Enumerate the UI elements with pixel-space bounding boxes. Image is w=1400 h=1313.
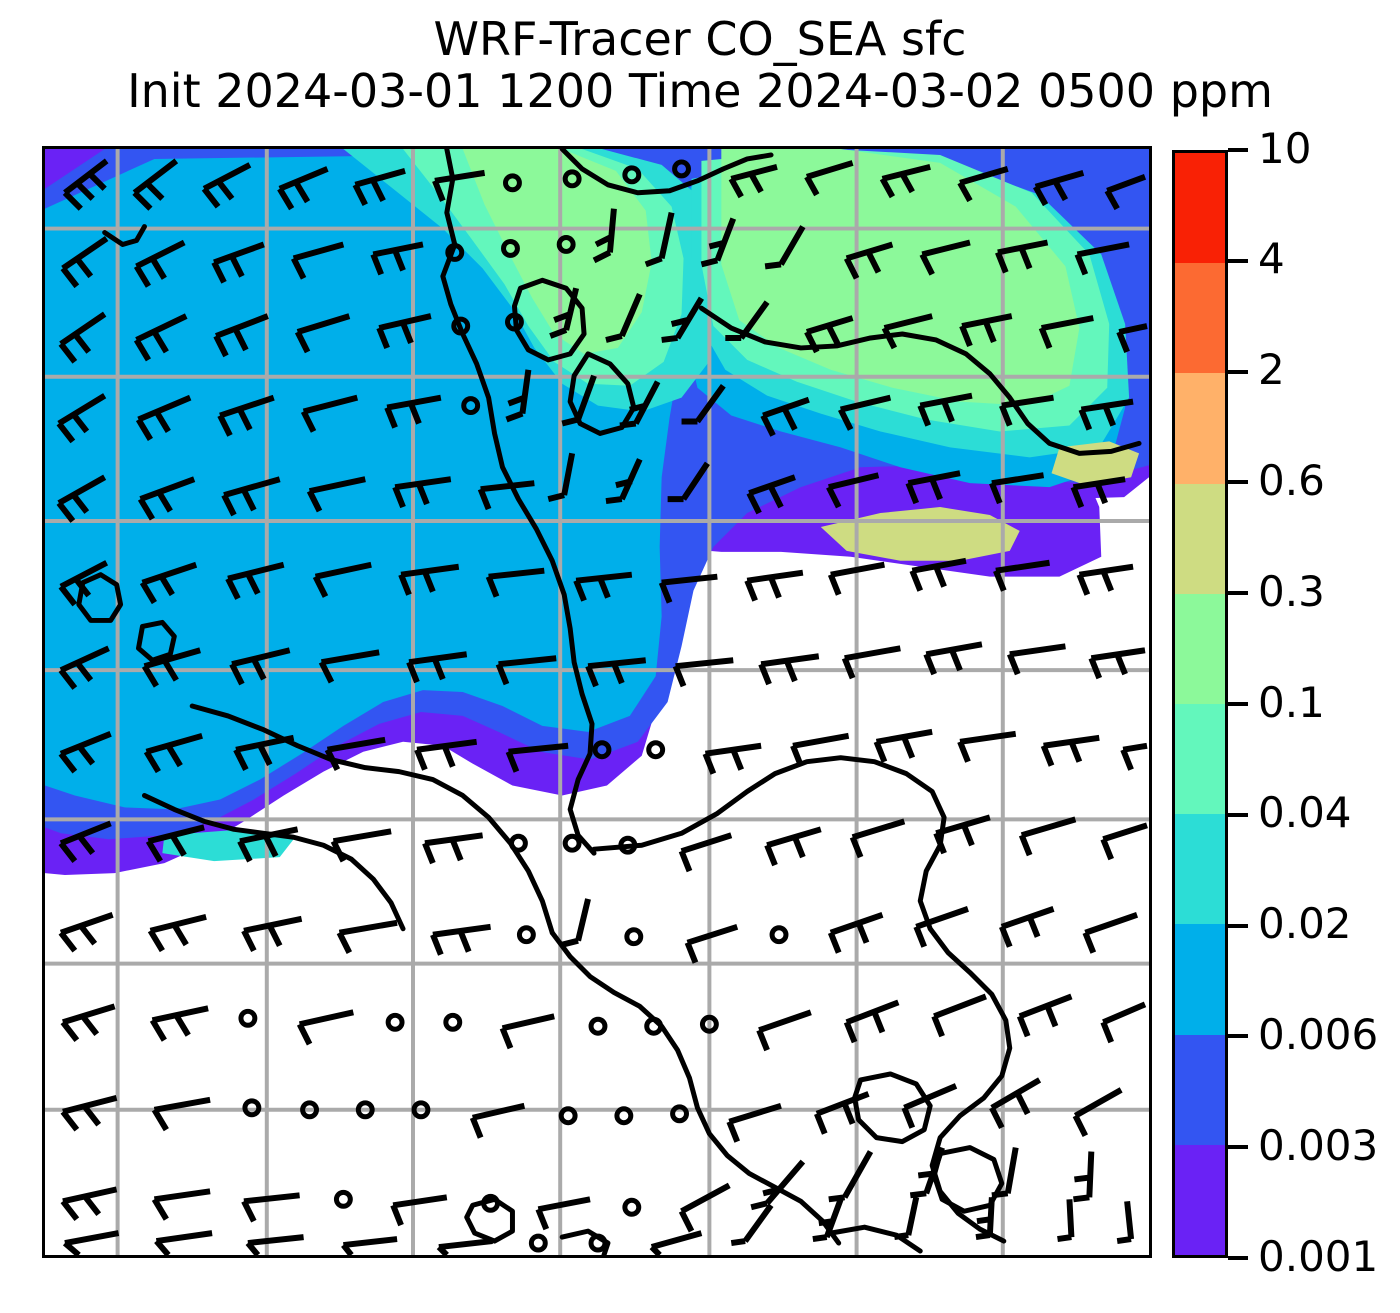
coastline-main-ns: [440, 149, 597, 856]
colorbar-tick-label: 10: [1258, 123, 1312, 173]
colorbar-tick-labels: 10 4 2 0.6 0.3 0.1 0.04 0.02 0.006 0.003 0.001: [1228, 124, 1398, 1281]
colorbar-band-1: [1175, 263, 1225, 374]
colorbar-band-8: [1175, 1034, 1225, 1145]
coastline-island-sr-c: [828, 1224, 923, 1254]
map-plot-area: [42, 146, 1152, 1258]
title-line-2: Init 2024-03-01 1200 Time 2024-03-02 050…: [127, 63, 1273, 118]
filled-contour-layer: [45, 149, 1149, 1255]
wind-barb-layer: [56, 158, 1148, 1255]
colorbar: [1172, 150, 1228, 1258]
coastline-ne-upper: [559, 149, 774, 196]
colorbar-tick-label: 4: [1258, 234, 1285, 284]
colorbar-tick-label: 0.04: [1258, 788, 1352, 838]
coastline-island-a: [511, 277, 587, 363]
coastline-upper-left: [102, 224, 147, 247]
colorbar-band-3: [1175, 483, 1225, 594]
chart-title: WRF-Tracer CO_SEA sfc Init 2024-03-01 12…: [0, 12, 1400, 118]
colorbar-tick-label: 0.006: [1258, 1009, 1379, 1059]
colorbar-tick-mark: [1228, 148, 1248, 152]
coastline-island-sr-a: [852, 1071, 933, 1145]
colorbar-band-0: [1175, 153, 1225, 264]
colorbar-tick-label: 0.1: [1258, 677, 1325, 727]
colorbar-band-5: [1175, 704, 1225, 815]
gridlines: [45, 149, 1149, 1255]
colorbar-band-2: [1175, 373, 1225, 484]
colorbar-tick-label: 0.02: [1258, 899, 1352, 949]
colorbar-band-9: [1175, 1144, 1225, 1256]
colorbar-tick-mark: [1228, 702, 1248, 706]
colorbar-tick-label: 2: [1258, 345, 1285, 395]
colorbar-tick-mark: [1228, 1256, 1248, 1260]
border-south-c: [141, 793, 406, 932]
colorbar-band-7: [1175, 924, 1225, 1035]
colorbar-tick-label: 0.003: [1258, 1120, 1379, 1170]
map-canvas: [45, 149, 1149, 1255]
coastline-layer: [76, 149, 1142, 1255]
colorbar-tick-label: 0.6: [1258, 455, 1325, 505]
title-line-1: WRF-Tracer CO_SEA sfc: [433, 12, 967, 66]
coastline-island-west: [76, 572, 124, 623]
contour-band-0.1: [462, 149, 652, 354]
colorbar-tick-mark: [1228, 1145, 1248, 1150]
colorbar-tick-mark: [1228, 591, 1248, 596]
coastline-ne-bay: [591, 755, 1013, 1244]
colorbar-tick-mark: [1228, 369, 1248, 374]
colorbar-tick-mark: [1228, 923, 1248, 928]
coastline-ne-arc: [698, 305, 1142, 456]
colorbar-tick-mark: [1228, 480, 1248, 485]
border-south-b: [549, 930, 842, 1246]
colorbar-tick-label: 0.3: [1258, 566, 1325, 616]
colorbar-tick-mark: [1228, 258, 1248, 263]
colorbar-tick-mark: [1228, 1034, 1248, 1039]
colorbar-tick-mark: [1228, 812, 1248, 817]
border-south-a: [189, 703, 555, 936]
coastline-island-b: [567, 351, 637, 436]
coastline-island-west2: [136, 619, 177, 663]
colorbar-band-4: [1175, 593, 1225, 705]
colorbar-band-6: [1175, 814, 1225, 925]
colorbar-tick-label: 0.001: [1258, 1231, 1379, 1281]
